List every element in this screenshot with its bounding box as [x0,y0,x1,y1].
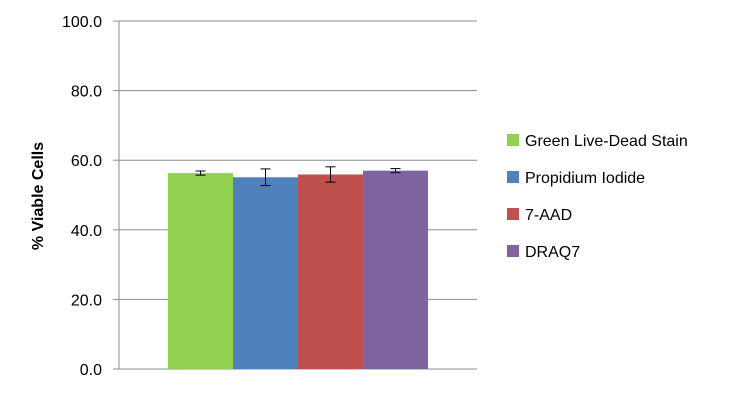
legend-label: Propidium Iodide [525,170,645,187]
legend-label: 7-AAD [525,207,572,224]
bars [168,170,428,369]
legend-label: Green Live-Dead Stain [525,133,688,150]
legend-swatch [507,208,519,220]
legend-swatch [507,171,519,183]
legend-swatch [507,134,519,146]
error-bars [195,166,401,187]
legend-swatch [507,245,519,257]
y-axis-title: % Viable Cells [30,142,47,250]
legend-label: DRAQ7 [525,244,580,261]
y-tick-label: 80.0 [71,84,102,101]
bar [168,173,233,369]
legend: Green Live-Dead Stain Propidium Iodide 7-A… [507,133,688,261]
bar [363,170,428,369]
y-tick-label: 40.0 [71,223,102,240]
y-tick-label: 100.0 [62,14,102,31]
bar [233,177,298,369]
y-tick-label: 60.0 [71,153,102,170]
y-tick-label: 0.0 [80,362,102,379]
bar [298,174,363,369]
y-tick-label: 20.0 [71,292,102,309]
